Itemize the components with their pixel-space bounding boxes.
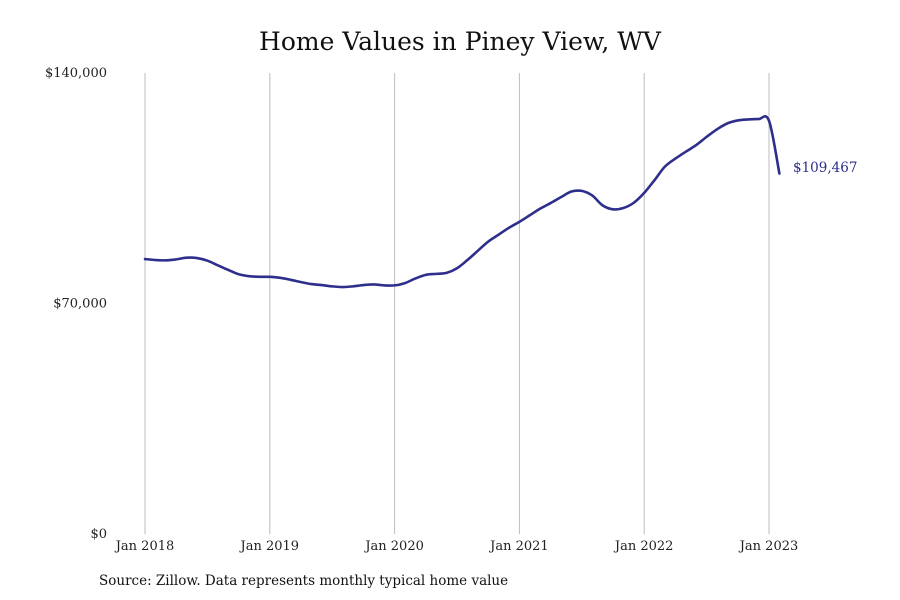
data-point xyxy=(352,285,354,287)
data-point xyxy=(404,282,406,284)
data-point xyxy=(321,284,323,286)
x-axis-tick-labels: Jan 2018 Jan 2019 Jan 2020 Jan 2021 Jan 2022… xyxy=(114,539,799,554)
data-point xyxy=(310,283,312,285)
data-point xyxy=(653,179,655,181)
data-point xyxy=(539,207,541,209)
x-tick-label: Jan 2022 xyxy=(613,539,674,554)
data-point xyxy=(258,276,260,278)
data-point xyxy=(591,194,593,196)
data-point xyxy=(757,118,759,120)
data-point xyxy=(165,259,167,261)
vertical-gridlines xyxy=(144,73,770,534)
x-tick-label: Jan 2023 xyxy=(738,539,799,554)
data-point xyxy=(685,150,687,152)
data-point xyxy=(248,275,250,277)
data-point xyxy=(279,277,281,279)
data-point xyxy=(778,172,780,174)
data-point xyxy=(144,258,146,260)
home-value-line xyxy=(143,115,781,289)
data-point xyxy=(289,279,291,281)
data-point xyxy=(175,258,177,260)
data-point xyxy=(768,120,770,122)
data-point xyxy=(560,196,562,198)
data-point xyxy=(425,274,427,276)
data-point xyxy=(206,259,208,261)
data-points xyxy=(144,118,781,288)
data-point xyxy=(466,259,468,261)
data-point xyxy=(570,190,572,192)
data-point xyxy=(237,273,239,275)
chart-title: Home Values in Piney View, WV xyxy=(259,27,662,56)
data-point xyxy=(643,192,645,194)
data-point xyxy=(508,227,510,229)
data-point xyxy=(217,264,219,266)
data-point xyxy=(477,250,479,252)
x-tick-label: Jan 2018 xyxy=(114,539,175,554)
data-point xyxy=(695,144,697,146)
data-point xyxy=(622,207,624,209)
data-point xyxy=(185,257,187,259)
data-point xyxy=(518,221,520,223)
data-point xyxy=(456,267,458,269)
data-point xyxy=(529,214,531,216)
data-point xyxy=(362,284,364,286)
data-point xyxy=(300,281,302,283)
y-tick-label: $70,000 xyxy=(53,297,107,312)
y-tick-label: $0 xyxy=(90,527,107,542)
data-point xyxy=(664,165,666,167)
data-point xyxy=(331,285,333,287)
data-point xyxy=(716,128,718,130)
data-point xyxy=(601,204,603,206)
data-point xyxy=(227,269,229,271)
data-point xyxy=(737,119,739,121)
data-point xyxy=(726,122,728,124)
data-point xyxy=(674,157,676,159)
data-point xyxy=(445,272,447,274)
y-tick-label: $140,000 xyxy=(45,66,107,81)
x-tick-label: Jan 2019 xyxy=(239,539,300,554)
data-point xyxy=(487,240,489,242)
latest-value-label: $109,467 xyxy=(793,160,857,176)
source-note: Source: Zillow. Data represents monthly … xyxy=(99,573,508,589)
data-point xyxy=(373,283,375,285)
y-axis-tick-labels: $0 $70,000 $140,000 xyxy=(45,66,107,542)
data-point xyxy=(549,202,551,204)
data-point xyxy=(435,273,437,275)
data-point xyxy=(393,284,395,286)
data-point xyxy=(269,276,271,278)
x-tick-label: Jan 2020 xyxy=(363,539,424,554)
data-point xyxy=(581,190,583,192)
data-point xyxy=(497,233,499,235)
data-point xyxy=(633,202,635,204)
data-point xyxy=(414,277,416,279)
data-point xyxy=(341,286,343,288)
data-point xyxy=(747,118,749,120)
x-tick-label: Jan 2021 xyxy=(488,539,549,554)
data-point xyxy=(154,259,156,261)
data-point xyxy=(196,257,198,259)
data-point xyxy=(612,208,614,210)
data-point xyxy=(705,136,707,138)
data-point xyxy=(383,284,385,286)
